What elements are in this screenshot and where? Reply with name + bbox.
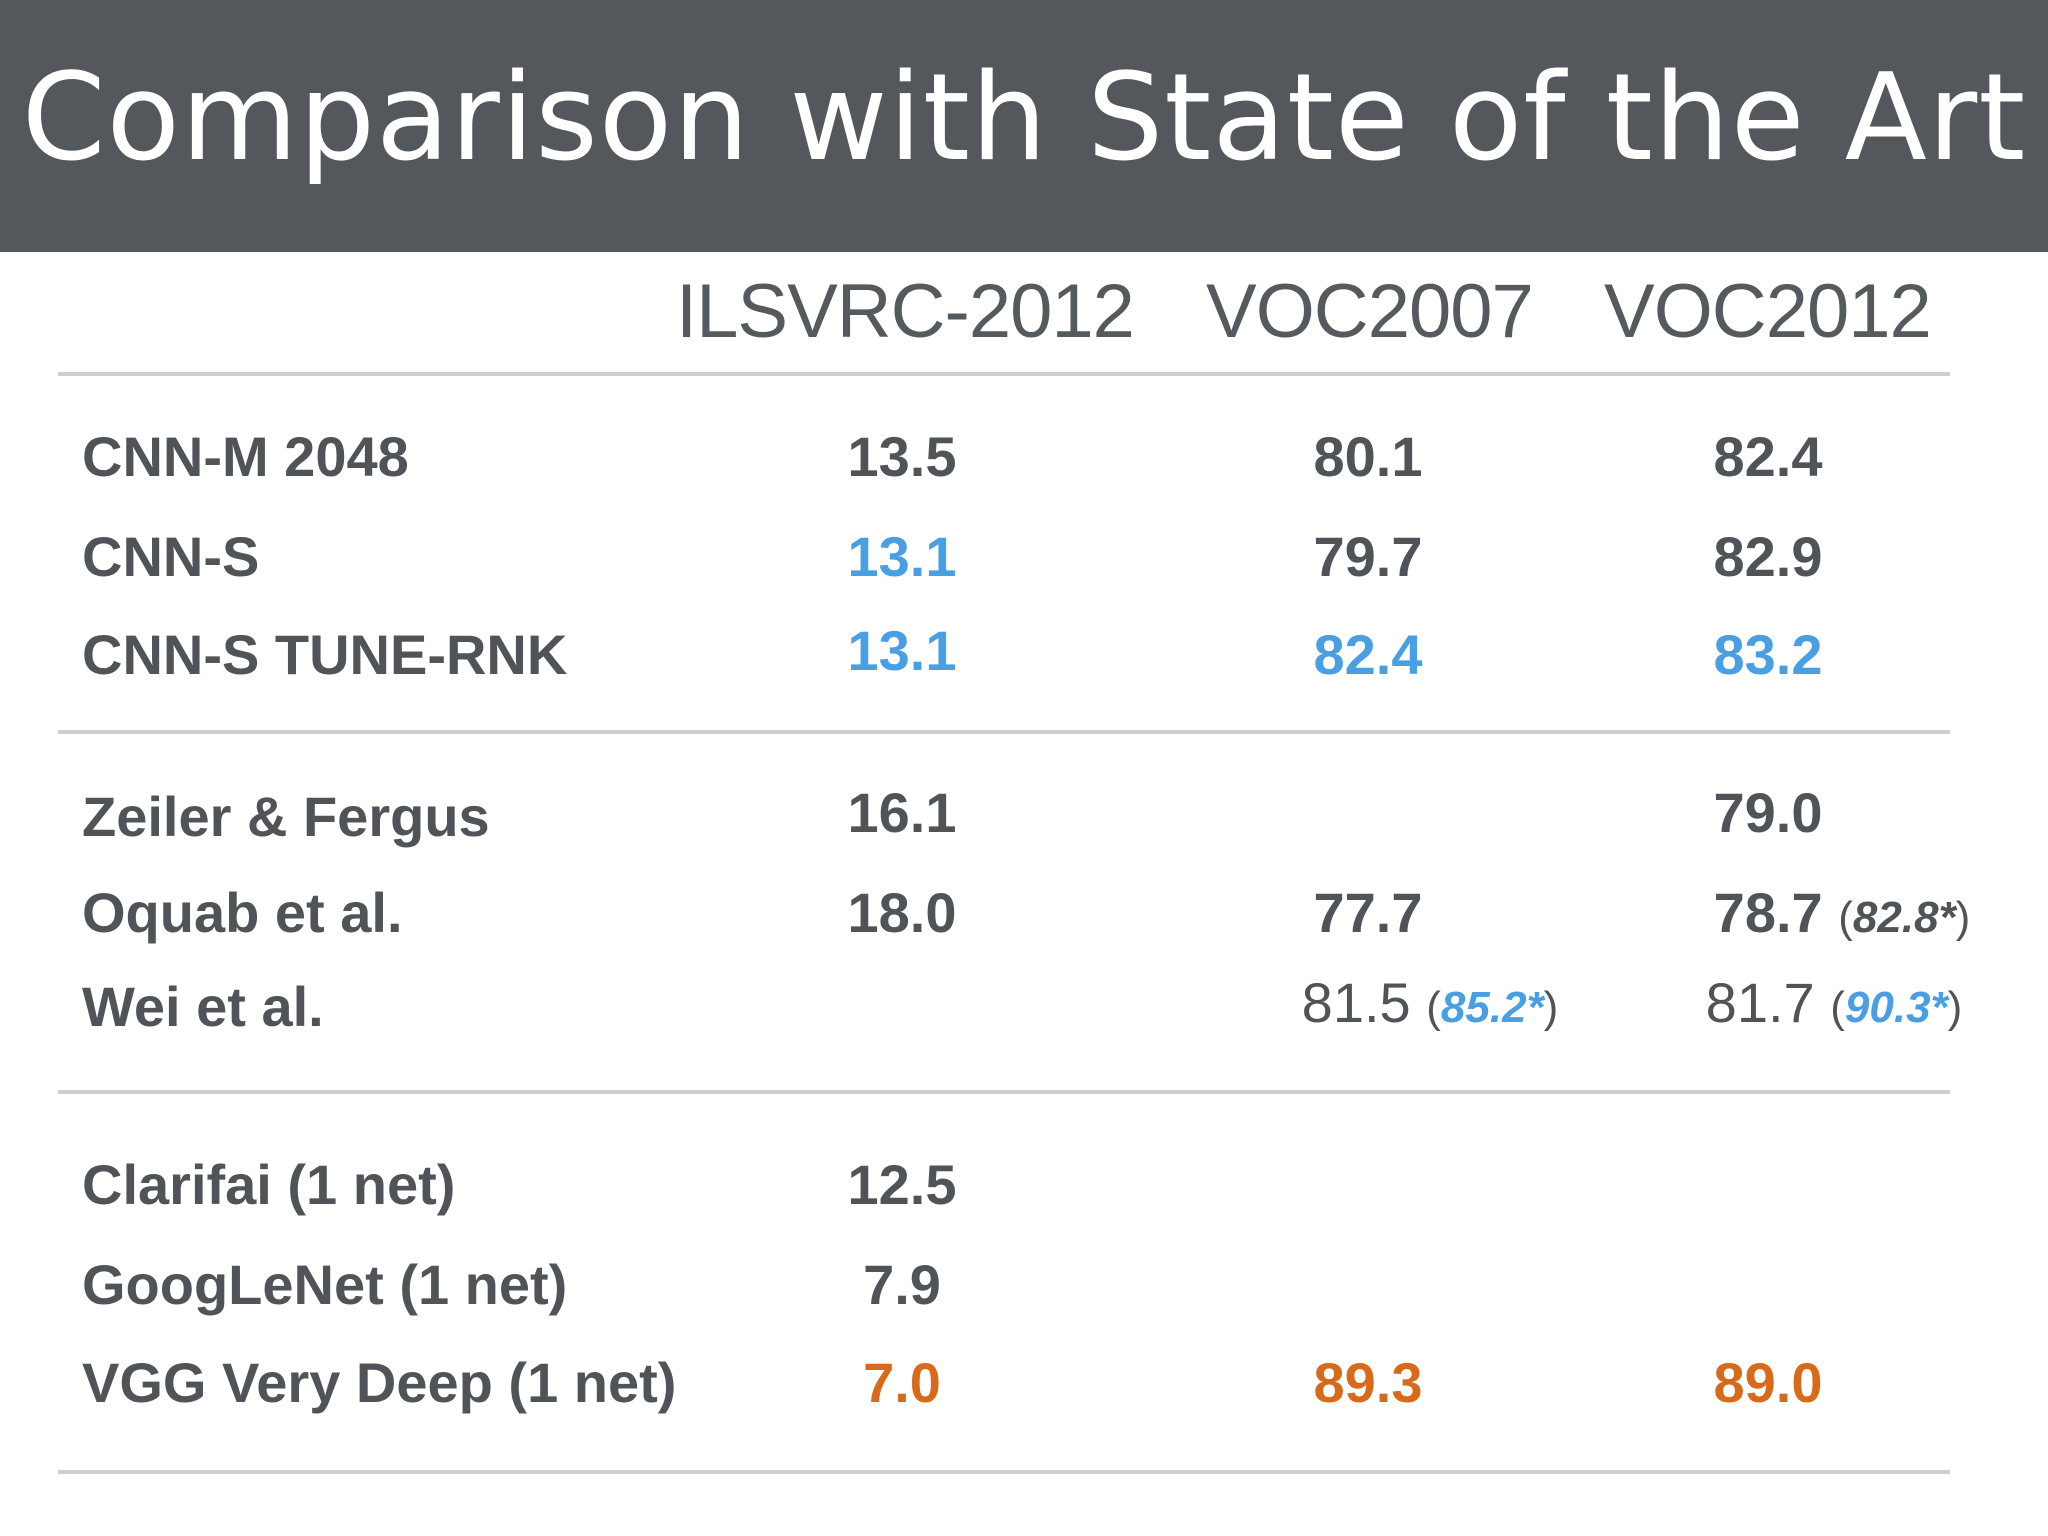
cell-vgg-voc2007: 89.3 <box>1313 1351 1423 1414</box>
row-label-zeiler-fergus: Zeiler & Fergus <box>82 785 490 848</box>
cell-oquab-voc2012: 78.7 (82.8*) <box>1714 880 1971 945</box>
column-header-voc2012: VOC2012 <box>1604 269 1932 354</box>
group-divider-2 <box>58 1090 1950 1094</box>
title-bar: Comparison with State of the Art <box>0 0 2048 252</box>
cell-cnn-s-tune-rnk-ilsvrc: 13.1 <box>847 619 957 682</box>
cell-clarifai-ilsvrc: 12.5 <box>847 1153 957 1216</box>
cell-vgg-voc2012: 89.0 <box>1713 1351 1823 1414</box>
cell-googlenet-ilsvrc: 7.9 <box>863 1253 941 1316</box>
wei-voc2007-value: 81.5 <box>1301 971 1411 1034</box>
cell-cnn-m-2048-voc2012: 82.4 <box>1713 425 1823 488</box>
row-label-cnn-s-tune-rnk: CNN-S TUNE-RNK <box>82 623 568 686</box>
wei-voc2012-extra-wrap: (90.3*) <box>1830 983 1963 1032</box>
cell-zeiler-fergus-voc2012: 79.0 <box>1713 781 1823 844</box>
row-label-vgg: VGG Very Deep (1 net) <box>82 1351 677 1414</box>
row-label-wei: Wei et al. <box>82 975 324 1038</box>
cell-cnn-s-voc2007: 79.7 <box>1313 525 1423 588</box>
wei-voc2007-extra-wrap: (85.2*) <box>1426 983 1559 1032</box>
cell-cnn-m-2048-ilsvrc: 13.5 <box>847 425 957 488</box>
oquab-voc2012-value: 78.7 <box>1713 881 1823 944</box>
bottom-rule <box>58 1470 1950 1474</box>
cell-cnn-s-ilsvrc: 13.1 <box>847 525 957 588</box>
cell-cnn-m-2048-voc2007: 80.1 <box>1313 425 1423 488</box>
oquab-voc2012-extra: 82.8* <box>1852 893 1956 942</box>
cell-cnn-s-voc2012: 82.9 <box>1713 525 1823 588</box>
cell-vgg-ilsvrc: 7.0 <box>863 1351 941 1414</box>
column-header-ilsvrc: ILSVRC-2012 <box>676 269 1135 354</box>
cell-wei-voc2012: 81.7 (90.3*) <box>1706 970 1963 1035</box>
row-label-googlenet: GoogLeNet (1 net) <box>82 1253 568 1316</box>
row-label-clarifai: Clarifai (1 net) <box>82 1153 456 1216</box>
cell-oquab-voc2007: 77.7 <box>1313 881 1423 944</box>
cell-wei-voc2007: 81.5 (85.2*) <box>1302 970 1559 1035</box>
row-label-cnn-m-2048: CNN-M 2048 <box>82 425 409 488</box>
page-title: Comparison with State of the Art <box>21 48 2027 188</box>
group-divider-1 <box>58 730 1950 734</box>
cell-oquab-ilsvrc: 18.0 <box>847 881 957 944</box>
wei-voc2012-value: 81.7 <box>1705 971 1815 1034</box>
row-label-cnn-s: CNN-S <box>82 525 260 588</box>
wei-voc2012-extra: 90.3* <box>1844 983 1948 1032</box>
cell-cnn-s-tune-rnk-voc2012: 83.2 <box>1713 623 1823 686</box>
oquab-voc2012-extra-wrap: (82.8*) <box>1838 893 1971 942</box>
cell-cnn-s-tune-rnk-voc2007: 82.4 <box>1313 623 1423 686</box>
column-header-voc2007: VOC2007 <box>1206 269 1534 354</box>
wei-voc2007-extra: 85.2* <box>1440 983 1544 1032</box>
cell-zeiler-fergus-ilsvrc: 16.1 <box>847 781 957 844</box>
row-label-oquab: Oquab et al. <box>82 881 403 944</box>
header-divider <box>58 372 1950 376</box>
